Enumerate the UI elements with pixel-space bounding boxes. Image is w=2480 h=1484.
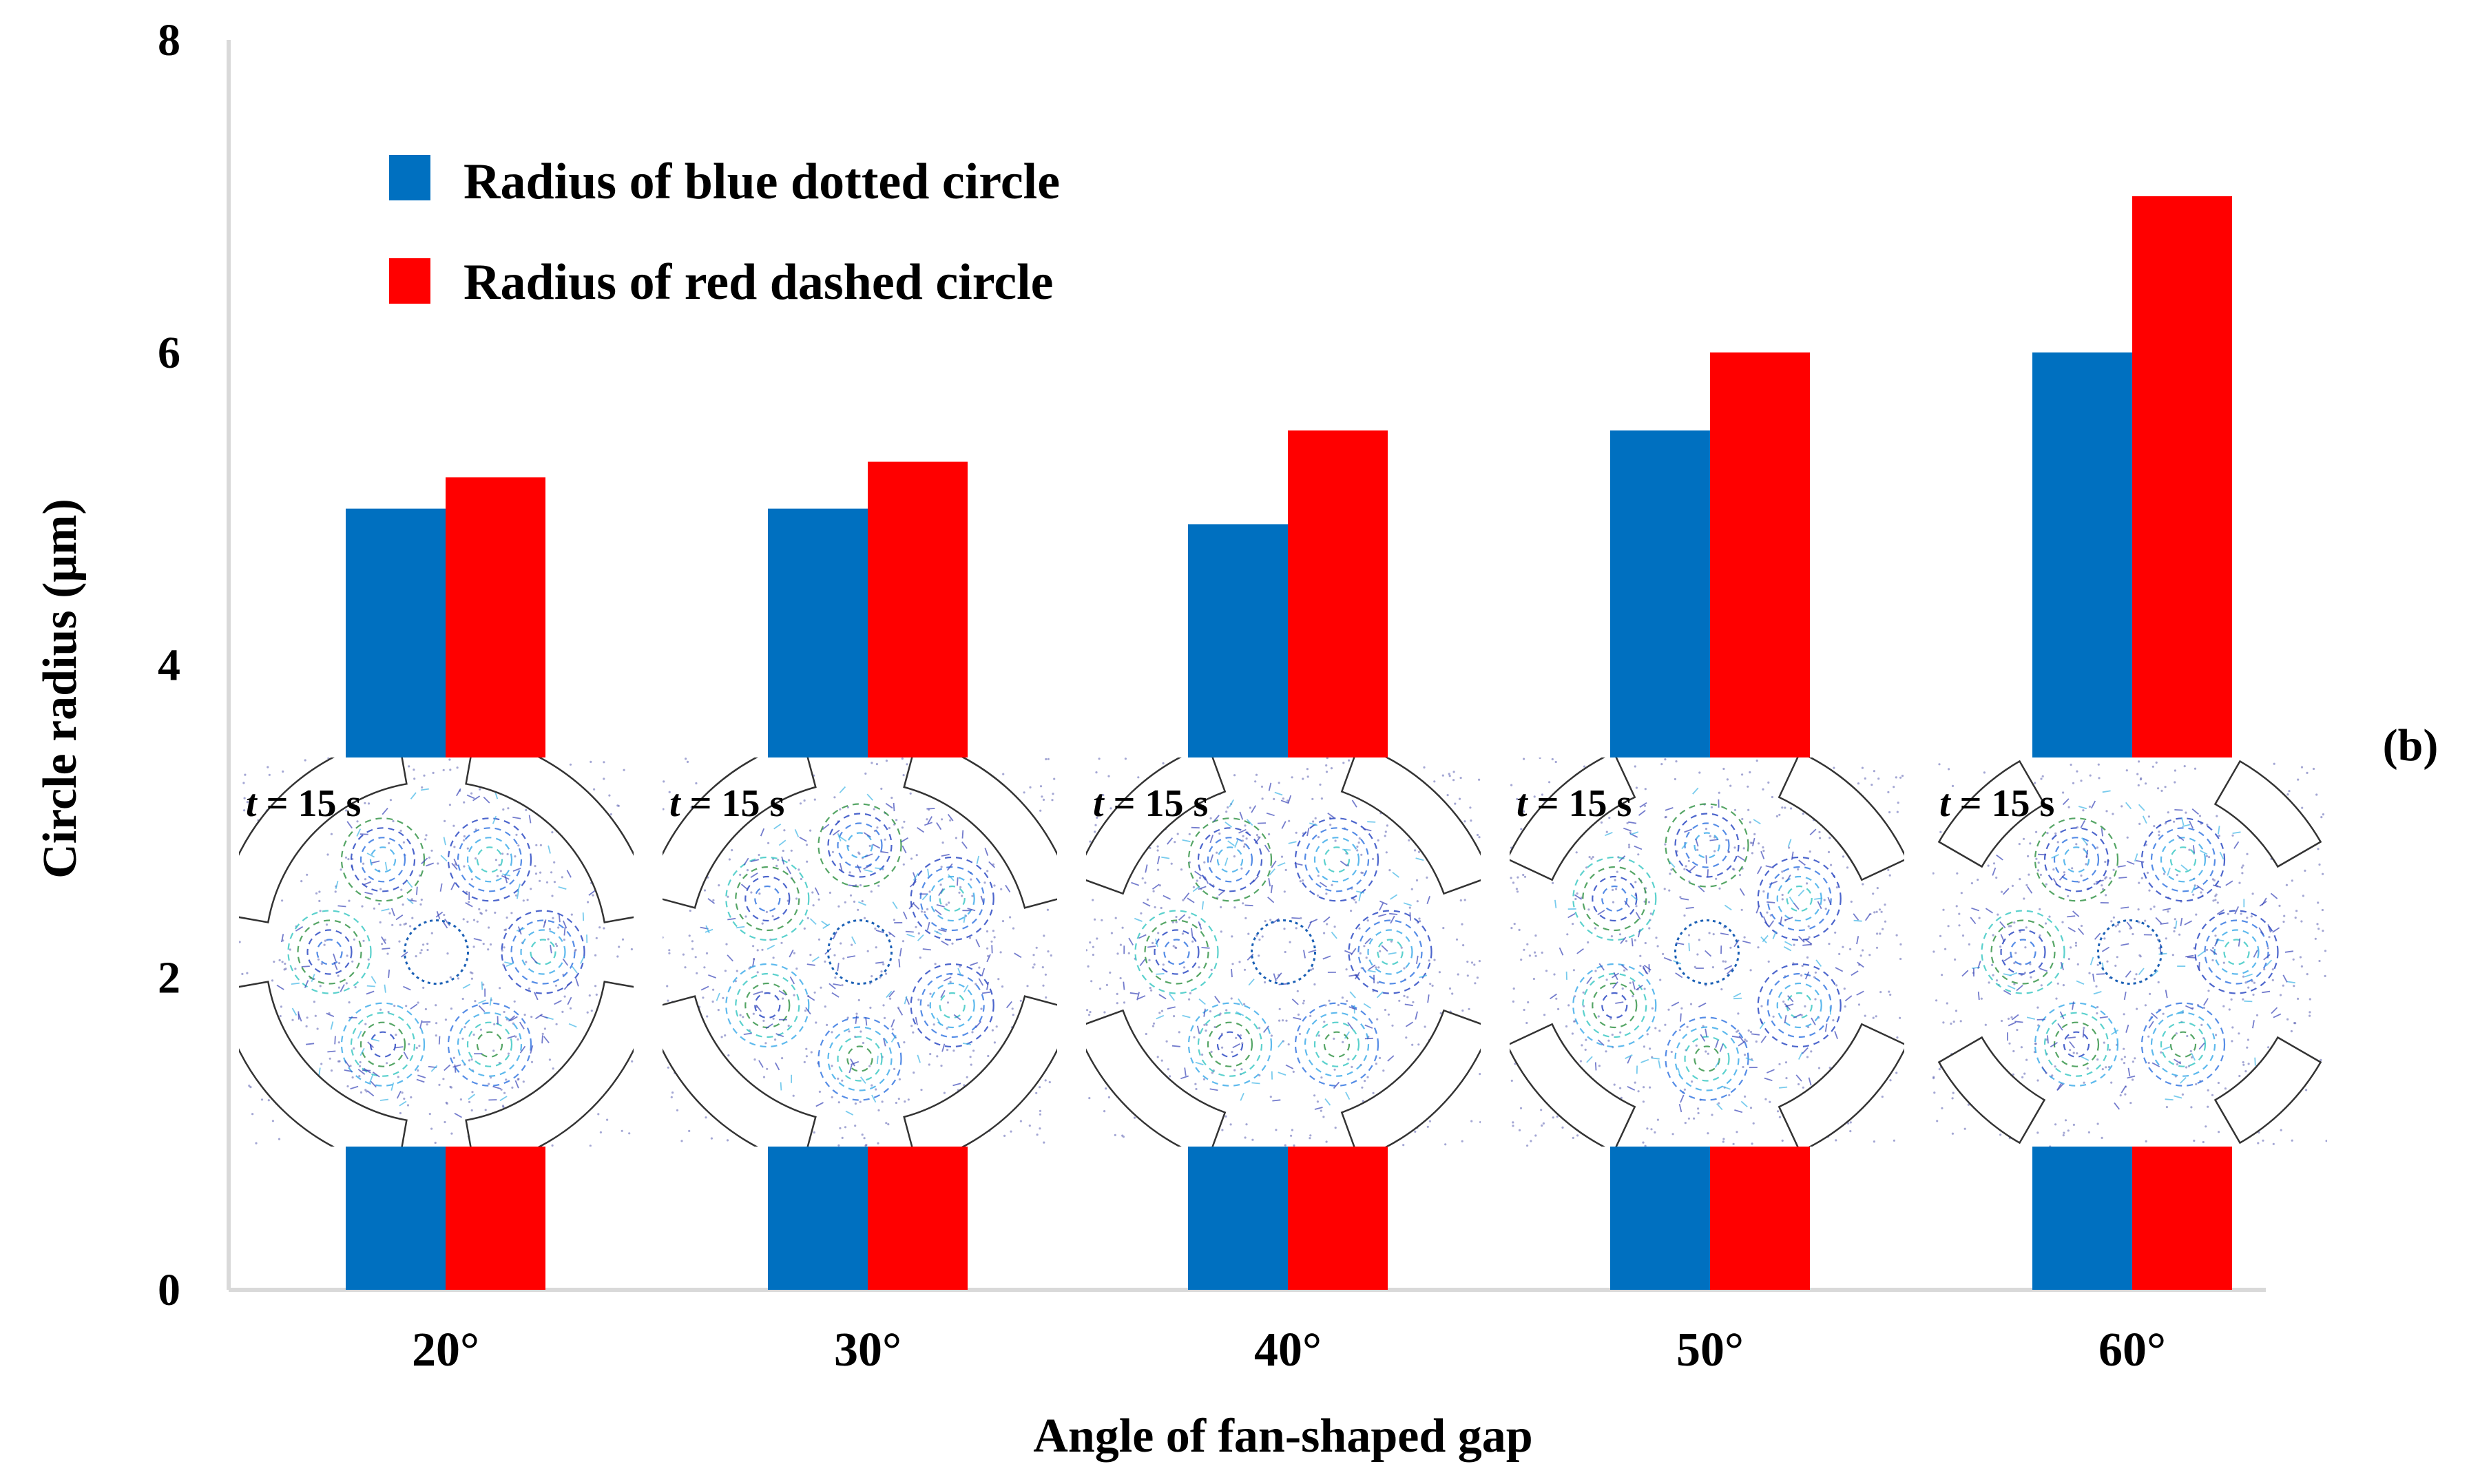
electrode-sector [903,995,1057,1147]
electrode-sector [1510,757,1636,881]
flow-inset-60deg: t = 15 s [1932,757,2327,1147]
inset-content [239,757,634,1147]
electrode-sector [2213,1036,2322,1145]
center-dotted-circle [1251,919,1316,985]
x-tick-label: 60° [2098,1324,2166,1377]
electrode-sector [1937,1036,2046,1145]
legend-label-red: Radius of red dashed circle [463,254,1054,311]
inset-time-var: t [246,782,258,825]
fan-electrodes [1937,760,2322,1145]
inset-time-label: t = 15 s [246,782,361,825]
electrode-sector [1086,757,1227,895]
inset-time-label: t = 15 s [1093,782,1208,825]
inset-content [1510,757,1904,1147]
y-tick-label: 4 [158,640,180,691]
inset-time-value: = 15 s [1950,782,2055,825]
x-tick-label: 40° [1254,1324,1322,1377]
fan-electrodes [1510,757,1904,1147]
fan-electrodes [239,757,634,1147]
category-labels: 20° 30° 40° 50° 60° [412,1324,2166,1377]
inset-time-var: t [669,782,681,825]
vortex-swirls [1123,782,1432,1110]
electrode-sector [663,757,817,909]
legend-label-blue: Radius of blue dotted circle [463,154,1060,210]
flow-inset-50deg: t = 15 s [1510,757,1904,1147]
vortex-swirls [1550,787,1871,1114]
electrode-sector [1778,1023,1904,1147]
vortex-swirls [700,786,1022,1116]
fan-electrodes [663,757,1057,1147]
vortex-swirls [1961,790,2295,1110]
center-dotted-circle [2097,919,2163,985]
electrode-sector [1510,1023,1636,1147]
legend-swatch-red [389,258,430,304]
inset-content [1086,757,1481,1147]
legend: Radius of blue dotted circle Radius of r… [389,154,1060,311]
x-tick-label: 30° [834,1324,902,1377]
center-dotted-circle [827,919,893,985]
fan-electrodes [1086,757,1481,1147]
y-tick-label: 2 [158,952,180,1003]
inset-time-label: t = 15 s [1517,782,1632,825]
y-tick-label: 8 [158,15,180,65]
electrode-sector [1937,760,2046,868]
inset-content [663,757,1057,1147]
electrode-sector [903,757,1057,909]
x-axis-title: Angle of fan-shaped gap [1033,1410,1532,1463]
flow-inset-20deg: t = 15 s [239,757,634,1147]
electrode-sector [1086,1009,1227,1147]
electrode-sector [1340,1009,1481,1147]
electrode-sector [2213,760,2322,868]
electrode-sector [465,757,634,923]
electrode-sector [239,981,408,1147]
electrode-sector [1778,757,1904,881]
y-tick-label: 0 [158,1265,180,1315]
inset-time-value: = 15 s [1104,782,1209,825]
inset-content [1932,760,2327,1147]
x-tick-label: 50° [1676,1324,1744,1377]
electrode-sector [465,981,634,1147]
center-dotted-circle [404,919,469,985]
inset-time-var: t [1517,782,1528,825]
inset-time-var: t [1939,782,1951,825]
flow-inset-30deg: t = 15 s [663,757,1057,1147]
electrode-sector [239,757,408,923]
inset-time-value: = 15 s [680,782,785,825]
inset-time-label: t = 15 s [1939,782,2054,825]
inset-time-value: = 15 s [1528,782,1632,825]
legend-swatch-blue [389,155,430,200]
panel-label: (b) [2383,720,2439,771]
center-dotted-circle [1674,919,1740,985]
flow-inset-40deg: t = 15 s [1086,757,1481,1147]
y-tick-label: 6 [158,328,180,378]
y-axis-title: Circle radius (μm) [34,499,87,879]
inset-time-var: t [1093,782,1105,825]
inset-time-label: t = 15 s [669,782,784,825]
x-tick-label: 20° [412,1324,479,1377]
electrode-sector [1340,757,1481,895]
inset-time-value: = 15 s [257,782,362,825]
y-tick-labels: 0 2 4 6 8 [158,15,180,1315]
electrode-sector [663,995,817,1147]
vortex-swirls [276,788,596,1118]
